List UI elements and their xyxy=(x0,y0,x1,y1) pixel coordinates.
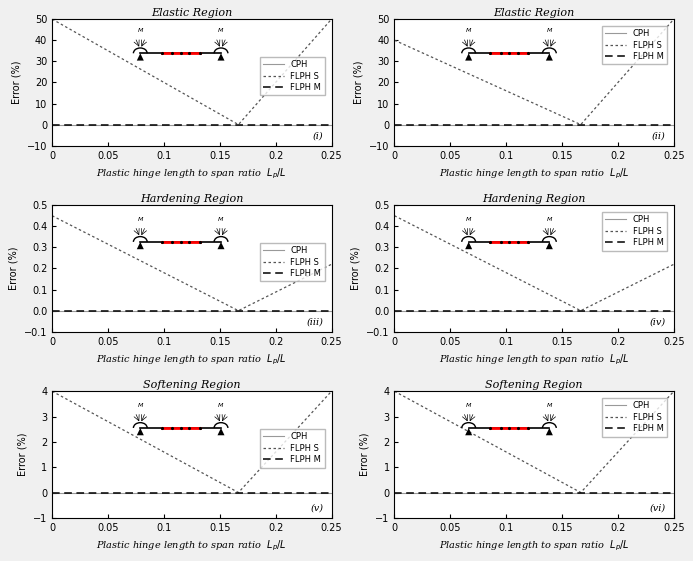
X-axis label: Plastic hinge length to span ratio  $L_p/L$: Plastic hinge length to span ratio $L_p/… xyxy=(96,352,287,366)
Title: Elastic Region: Elastic Region xyxy=(493,8,574,19)
Y-axis label: Error (%): Error (%) xyxy=(8,247,18,290)
Y-axis label: Error (%): Error (%) xyxy=(11,61,21,104)
Y-axis label: Error (%): Error (%) xyxy=(351,247,360,290)
Text: (v): (v) xyxy=(310,504,323,513)
Title: Softening Region: Softening Region xyxy=(143,380,240,390)
Y-axis label: Error (%): Error (%) xyxy=(353,61,364,104)
Text: (iii): (iii) xyxy=(306,318,323,327)
Text: (i): (i) xyxy=(313,132,323,141)
Legend: CPH, FLPH S, FLPH M: CPH, FLPH S, FLPH M xyxy=(602,398,667,436)
Text: (iv): (iv) xyxy=(649,318,665,327)
Legend: CPH, FLPH S, FLPH M: CPH, FLPH S, FLPH M xyxy=(259,429,324,467)
Y-axis label: Error (%): Error (%) xyxy=(360,433,370,476)
X-axis label: Plastic hinge length to span ratio  $L_p/L$: Plastic hinge length to span ratio $L_p/… xyxy=(439,352,629,366)
X-axis label: Plastic hinge length to span ratio  $L_p/L$: Plastic hinge length to span ratio $L_p/… xyxy=(96,166,287,181)
Legend: CPH, FLPH S, FLPH M: CPH, FLPH S, FLPH M xyxy=(602,212,667,251)
Title: Hardening Region: Hardening Region xyxy=(482,195,586,204)
X-axis label: Plastic hinge length to span ratio  $L_p/L$: Plastic hinge length to span ratio $L_p/… xyxy=(439,538,629,553)
Legend: CPH, FLPH S, FLPH M: CPH, FLPH S, FLPH M xyxy=(602,26,667,65)
X-axis label: Plastic hinge length to span ratio  $L_p/L$: Plastic hinge length to span ratio $L_p/… xyxy=(439,166,629,181)
Text: (vi): (vi) xyxy=(649,504,665,513)
Title: Elastic Region: Elastic Region xyxy=(151,8,232,19)
Title: Softening Region: Softening Region xyxy=(485,380,583,390)
Y-axis label: Error (%): Error (%) xyxy=(17,433,28,476)
Text: (ii): (ii) xyxy=(651,132,665,141)
Legend: CPH, FLPH S, FLPH M: CPH, FLPH S, FLPH M xyxy=(259,243,324,282)
X-axis label: Plastic hinge length to span ratio  $L_p/L$: Plastic hinge length to span ratio $L_p/… xyxy=(96,538,287,553)
Title: Hardening Region: Hardening Region xyxy=(140,195,243,204)
Legend: CPH, FLPH S, FLPH M: CPH, FLPH S, FLPH M xyxy=(259,57,324,95)
